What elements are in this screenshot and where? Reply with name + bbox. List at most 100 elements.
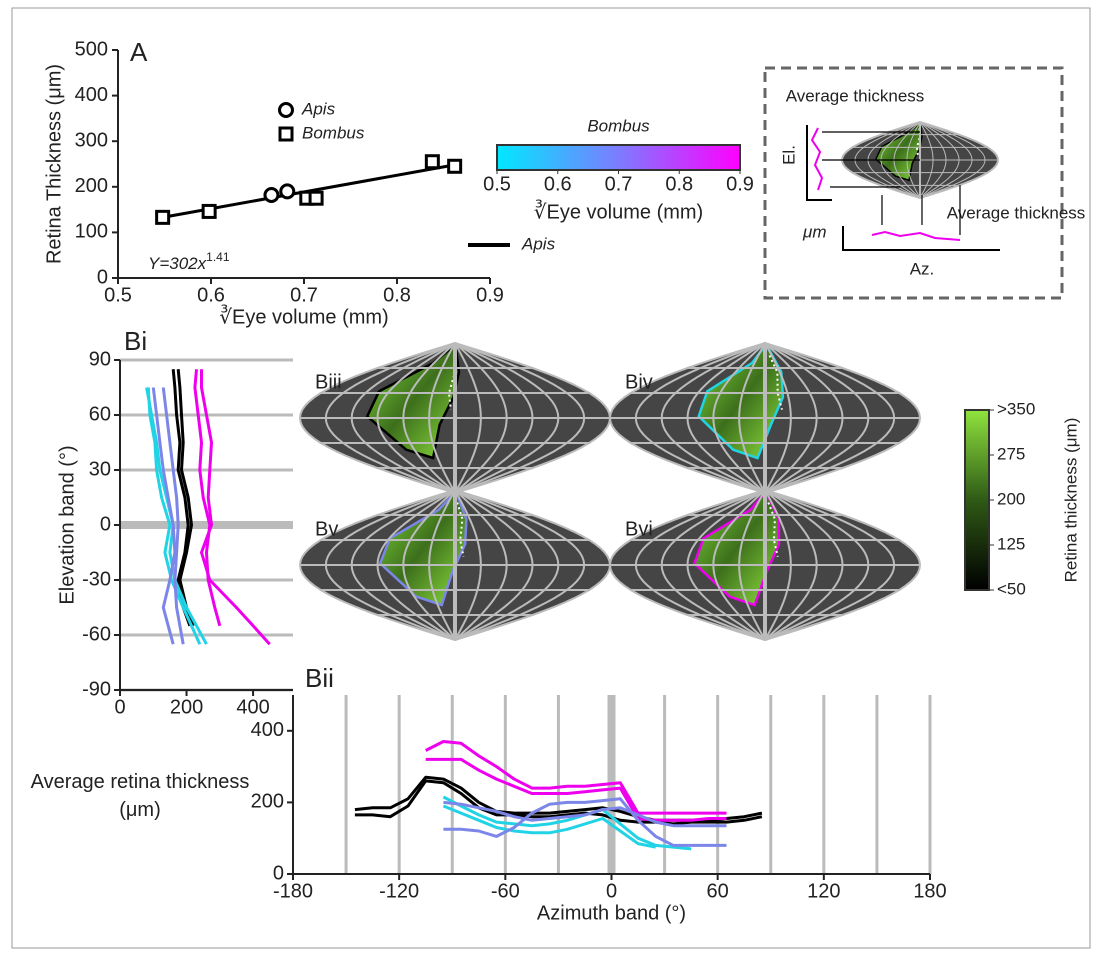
colorbar-tick-label: 0.9: [726, 173, 754, 195]
point: [424, 154, 440, 170]
map-meridian: [919, 121, 986, 199]
colorbar-tick-label: 0.7: [605, 173, 633, 195]
y-tick-label: -60: [82, 623, 111, 645]
map-meridian: [454, 342, 482, 494]
legend-marker: [278, 102, 294, 118]
colorbar-tick-label: 0.5: [483, 173, 511, 195]
map-meridian: [919, 121, 947, 199]
point: [447, 158, 463, 174]
y-tick-label: 60: [89, 403, 111, 425]
series-line: [443, 800, 727, 828]
y-tick-label: 30: [89, 458, 111, 480]
y-tick-label: 500: [75, 38, 108, 60]
x-tick-label: 120: [807, 880, 840, 902]
x-tick-label: 200: [170, 696, 203, 718]
map-meridian: [686, 342, 766, 494]
annotation-text: Y=302x: [148, 254, 207, 273]
legend-label: Apis: [301, 99, 336, 118]
y-axis-label: Retina Thickness (μm): [43, 64, 65, 264]
y-tick-label: 0: [100, 513, 111, 535]
map-meridian: [428, 342, 456, 494]
map-meridian: [764, 342, 792, 494]
colorbar-label: Retina thickness (μm): [1061, 418, 1080, 583]
map-meridian: [454, 489, 534, 641]
colorbar-tick-label: 125: [997, 534, 1025, 553]
y-tick-label: 200: [75, 175, 108, 197]
map-meridian: [919, 121, 973, 199]
panel-label: A: [130, 37, 148, 67]
point: [201, 203, 217, 219]
colorbar-tick-label: 275: [997, 444, 1025, 463]
map-meridian: [454, 489, 482, 641]
map-meridian: [324, 489, 456, 641]
series-line: [200, 369, 271, 646]
inset-label: Az.: [910, 259, 935, 278]
map-meridian: [454, 489, 560, 641]
annotation: Y=302x1.41: [148, 250, 230, 273]
panel-label: Bv: [315, 518, 338, 540]
panel-label: Bii: [305, 663, 334, 693]
map-meridian: [919, 121, 960, 199]
map-meridian: [402, 342, 456, 494]
inset-profile: [810, 127, 824, 191]
x-tick-label: -60: [491, 880, 520, 902]
series-line: [425, 740, 727, 815]
series-line: [151, 387, 177, 645]
series-line: [425, 757, 727, 822]
x-axis-label: Azimuth band (°): [537, 902, 686, 924]
map-meridian: [454, 342, 508, 494]
colorbar: [964, 409, 990, 591]
annotation-exponent: 1.41: [206, 250, 230, 264]
y-tick-label: 400: [75, 84, 108, 106]
inset-profile: [871, 230, 961, 241]
map-meridian: [660, 489, 766, 641]
panel-label: Biv: [625, 371, 653, 393]
map-meridian: [764, 342, 818, 494]
x-axis-label: ∛Eye volume (mm): [219, 304, 388, 328]
map-meridian: [712, 342, 766, 494]
map-meridian: [454, 489, 586, 641]
y-tick-label: 100: [75, 221, 108, 243]
inset-label: Average thickness: [786, 86, 925, 105]
series-line: [442, 795, 692, 851]
map-meridian: [634, 342, 766, 494]
panel-label: Bi: [124, 326, 147, 356]
map-meridian: [454, 342, 586, 494]
map-dotted-line: [448, 355, 457, 410]
inset-axis: [806, 125, 832, 201]
map-meridian: [454, 342, 560, 494]
x-tick-label: 0: [606, 880, 617, 902]
series-line: [354, 779, 763, 826]
legend-label: Bombus: [302, 123, 365, 142]
map-meridian: [376, 489, 456, 641]
map-meridian: [764, 489, 844, 641]
y-tick-label: 300: [75, 129, 108, 151]
map-meridian: [350, 489, 456, 641]
inset-label: El.: [779, 145, 798, 165]
colorbar-tick-label: 0.6: [544, 173, 572, 195]
inset-label: μm: [802, 222, 826, 241]
y-tick-label: 200: [251, 791, 284, 813]
map-meridian: [764, 489, 818, 641]
panel-label: Bvi: [625, 518, 653, 540]
legend-label: Apis: [521, 234, 556, 253]
series-line: [443, 797, 727, 847]
map-meridian: [712, 489, 766, 641]
point: [263, 187, 280, 204]
map-meridian: [764, 489, 896, 641]
colorbar-tick-label: 0.8: [665, 173, 693, 195]
panel-label: Biii: [315, 371, 342, 393]
frame: [11, 7, 1091, 949]
map-dotted-line: [456, 502, 465, 557]
map-meridian: [764, 342, 844, 494]
map-meridian: [428, 489, 456, 641]
y-tick-label: 0: [97, 266, 108, 288]
map-meridian: [454, 489, 508, 641]
y-tick-label: -30: [82, 568, 111, 590]
x-tick-label: 0: [114, 696, 125, 718]
colorbar-label: ∛Eye volume (mm): [534, 199, 703, 223]
map-meridian: [738, 342, 766, 494]
map-meridian: [660, 342, 766, 494]
